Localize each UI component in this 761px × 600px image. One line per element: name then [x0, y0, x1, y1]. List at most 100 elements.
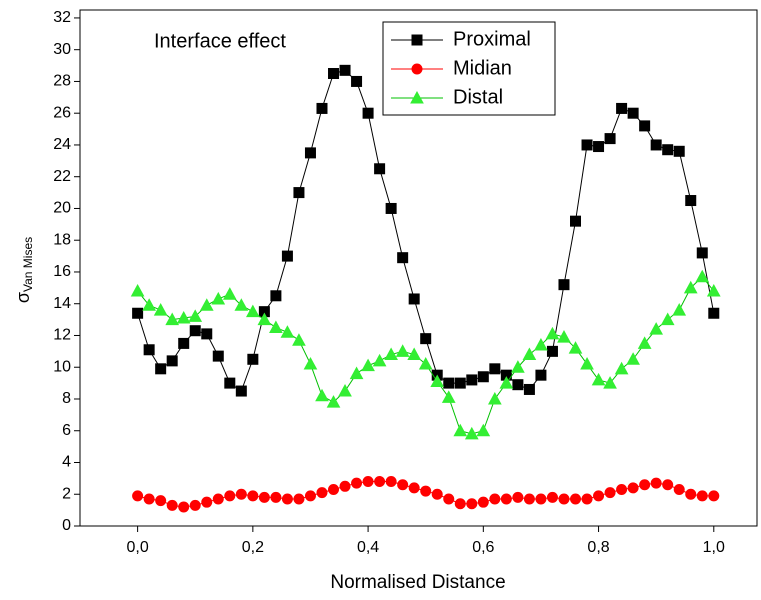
- marker: [499, 376, 514, 389]
- x-tick-label: 0,0: [126, 539, 148, 556]
- marker: [257, 312, 272, 326]
- y-tick-label: 0: [62, 517, 71, 534]
- marker: [662, 479, 674, 491]
- marker: [603, 376, 617, 389]
- y-subscript: Van Mises: [21, 237, 35, 292]
- marker: [604, 487, 616, 499]
- y-tick-label: 6: [62, 422, 71, 439]
- marker: [477, 371, 489, 383]
- marker: [649, 322, 664, 335]
- marker: [511, 360, 525, 373]
- marker: [650, 477, 662, 489]
- legend: Proximal Midian Distal: [382, 21, 556, 116]
- marker: [546, 345, 558, 357]
- marker: [212, 350, 224, 362]
- marker: [568, 341, 583, 354]
- marker: [143, 493, 155, 505]
- marker: [351, 75, 363, 87]
- marker: [454, 498, 466, 510]
- marker: [338, 384, 352, 397]
- marker: [453, 423, 468, 437]
- marker: [558, 279, 570, 291]
- marker: [410, 90, 424, 104]
- marker: [304, 147, 316, 159]
- marker: [512, 491, 524, 503]
- marker: [534, 337, 548, 351]
- marker: [372, 353, 387, 367]
- marker: [339, 64, 351, 76]
- y-tick-label: 16: [53, 263, 71, 280]
- marker: [397, 479, 409, 491]
- marker: [443, 377, 455, 389]
- marker: [639, 479, 651, 491]
- marker: [706, 283, 721, 297]
- marker: [270, 491, 282, 503]
- marker: [443, 493, 455, 505]
- marker: [558, 493, 570, 505]
- y-tick-label: 26: [53, 104, 71, 121]
- marker: [545, 326, 560, 340]
- marker: [673, 483, 685, 495]
- marker: [374, 163, 386, 175]
- marker: [411, 63, 423, 75]
- marker: [280, 325, 295, 338]
- marker: [155, 363, 167, 375]
- marker: [580, 357, 594, 370]
- y-tick-label: 28: [53, 73, 71, 90]
- y-tick-label: 4: [62, 454, 71, 471]
- marker: [395, 344, 410, 357]
- marker: [166, 355, 178, 367]
- marker: [546, 491, 558, 503]
- y-tick-label: 32: [53, 9, 71, 26]
- x-tick-label: 0,4: [357, 539, 379, 556]
- marker: [211, 291, 226, 305]
- marker: [683, 280, 698, 294]
- marker: [199, 298, 214, 311]
- marker: [304, 490, 316, 502]
- marker: [189, 325, 201, 337]
- marker: [407, 347, 422, 361]
- marker: [293, 493, 305, 505]
- marker: [281, 250, 293, 262]
- y-tick-label: 24: [53, 136, 71, 153]
- marker: [178, 337, 190, 349]
- annotation: Interface effect: [154, 30, 286, 52]
- marker: [431, 488, 443, 500]
- x-tick-label: 0,6: [472, 539, 494, 556]
- marker: [708, 490, 720, 502]
- marker: [570, 215, 582, 227]
- marker: [627, 107, 639, 119]
- marker: [408, 293, 420, 305]
- marker: [165, 312, 180, 326]
- marker: [178, 501, 190, 513]
- marker: [130, 283, 145, 297]
- marker: [176, 310, 191, 324]
- marker: [292, 333, 306, 346]
- marker: [522, 347, 537, 361]
- marker: [454, 377, 466, 389]
- marker: [385, 476, 397, 488]
- marker: [523, 493, 535, 505]
- marker: [535, 493, 547, 505]
- marker: [235, 385, 247, 397]
- y-tick-label: 18: [53, 231, 71, 248]
- marker: [315, 388, 329, 402]
- marker: [349, 366, 364, 380]
- y-tick-label: 14: [53, 295, 71, 312]
- marker: [512, 379, 524, 391]
- marker: [408, 482, 420, 494]
- y-tick-label: 12: [53, 327, 71, 344]
- y-symbol: σ: [13, 292, 33, 303]
- marker: [466, 374, 478, 386]
- marker: [626, 352, 640, 365]
- marker: [489, 363, 501, 375]
- marker: [418, 357, 433, 370]
- x-axis-label: Normalised Distance: [330, 572, 505, 593]
- legend-label: Distal: [453, 86, 503, 108]
- marker: [614, 361, 629, 375]
- marker: [362, 476, 374, 488]
- marker: [696, 490, 708, 502]
- marker: [685, 488, 697, 500]
- marker: [153, 303, 168, 316]
- y-tick-label: 30: [53, 41, 71, 58]
